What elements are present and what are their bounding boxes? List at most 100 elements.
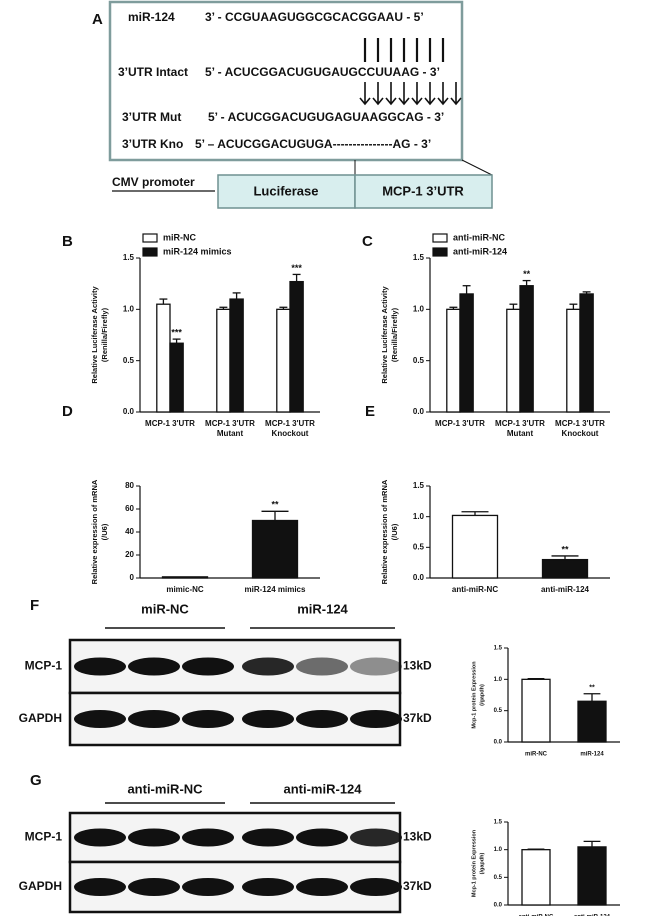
mutation-arrows [359, 82, 462, 106]
panel-label: F [30, 597, 39, 614]
band [182, 828, 234, 847]
x-tick-label: Mutant [507, 429, 534, 438]
y-axis-label: (/U6) [100, 523, 109, 540]
size-label: 13kD [403, 659, 432, 673]
row-label: MCP-1 [25, 659, 63, 673]
y-tick-label: 0.0 [413, 407, 425, 416]
band [350, 878, 402, 896]
size-label: 37kD [403, 879, 432, 893]
band [182, 878, 234, 896]
y-axis-label: (/gapdh) [479, 852, 485, 874]
x-tick-label: MCP-1 3'UTR [145, 419, 195, 428]
promoter-label: CMV promoter [112, 175, 195, 189]
y-tick-label: 80 [125, 481, 134, 490]
group-label: miR-NC [141, 601, 189, 616]
y-tick-label: 1.0 [123, 304, 135, 313]
sequence: 5’ - ACUCGGACUGUGAGUAAGGCAG - 3’ [208, 110, 444, 124]
y-axis-label: (Renilla/Firefly) [100, 307, 109, 362]
y-tick-label: 0.5 [494, 875, 503, 881]
y-tick-label: 0.0 [123, 407, 135, 416]
y-tick-label: 1.0 [413, 512, 425, 521]
legend-swatch [142, 233, 158, 243]
panel-label: E [365, 403, 375, 420]
y-tick-label: 1.0 [494, 677, 503, 683]
x-tick-label: miR-124 mimics [245, 585, 306, 594]
y-axis-label: (Renilla/Firefly) [390, 307, 399, 362]
x-tick-label: anti-miR-NC [519, 915, 554, 916]
y-tick-label: 0.0 [494, 740, 503, 746]
band [74, 657, 126, 676]
y-tick-label: 0.5 [494, 708, 503, 714]
y-tick-label: 1.5 [494, 820, 503, 826]
y-axis-label: Mcp-1 protein Expression [471, 661, 477, 729]
bar [156, 303, 171, 413]
bar [541, 558, 589, 579]
band [74, 828, 126, 847]
box-label: MCP-1 3’UTR [382, 183, 464, 198]
y-axis-label: (/U6) [390, 523, 399, 540]
x-tick-label: anti-miR-124 [541, 585, 590, 594]
sequence: 5’ - ACUCGGACUGUGAUGCCUUAAG - 3’ [205, 65, 440, 79]
y-axis-label: (/gapdh) [479, 684, 485, 706]
y-tick-label: 1.5 [413, 253, 425, 262]
y-tick-label: 0.0 [494, 903, 503, 909]
y-tick-label: 0.5 [123, 356, 135, 365]
bar [566, 308, 581, 413]
significance: *** [291, 263, 302, 273]
x-tick-label: miR-124 [580, 752, 604, 758]
bar [451, 514, 499, 579]
y-tick-label: 1.0 [413, 304, 425, 313]
bar [519, 285, 534, 413]
band [296, 710, 348, 728]
band [350, 828, 402, 847]
y-tick-label: 1.5 [494, 646, 503, 652]
bar [521, 678, 551, 743]
x-tick-label: MCP-1 3'UTR [435, 419, 485, 428]
x-tick-label: MCP-1 3'UTR [555, 419, 605, 428]
bar [577, 846, 607, 906]
panel-label: A [92, 11, 103, 28]
y-tick-label: 1.5 [123, 253, 135, 262]
panel-label: D [62, 403, 73, 420]
legend-label: anti-miR-NC [453, 232, 505, 242]
bar [169, 342, 184, 413]
band [242, 710, 294, 728]
size-label: 13kD [403, 830, 432, 844]
x-tick-label: MCP-1 3'UTR [495, 419, 545, 428]
band [182, 657, 234, 676]
y-axis-label: Relative expression of mRNA [90, 479, 99, 584]
band [296, 878, 348, 896]
x-tick-label: miR-NC [525, 752, 548, 758]
band [242, 657, 294, 676]
bar [459, 293, 474, 413]
sequence: 5’ – ACUCGGACUGUGA---------------AG - 3’ [195, 137, 431, 151]
x-tick-label: Mutant [217, 429, 244, 438]
y-axis-label: Mcp-1 protein Expression [471, 829, 477, 897]
row-label: 3’UTR Intact [118, 65, 188, 79]
y-axis-label: Relative expression of mRNA [380, 479, 389, 584]
row-label: GAPDH [19, 711, 62, 725]
y-tick-label: 1.0 [494, 847, 503, 853]
significance: *** [171, 327, 182, 337]
x-tick-label: MCP-1 3'UTR [205, 419, 255, 428]
significance: ** [589, 685, 595, 692]
row-label: GAPDH [19, 879, 62, 893]
legend-label: miR-NC [163, 232, 196, 242]
bar [579, 293, 594, 413]
band [296, 657, 348, 676]
y-tick-label: 20 [125, 550, 134, 559]
x-tick-label: Knockout [272, 429, 309, 438]
y-tick-label: 60 [125, 504, 134, 513]
connector [461, 159, 493, 176]
y-tick-label: 0.5 [413, 542, 425, 551]
bar [216, 308, 231, 413]
bar [289, 280, 304, 413]
band [128, 710, 180, 728]
significance: ** [271, 500, 279, 510]
x-tick-label: Knockout [562, 429, 599, 438]
panel-label: B [62, 233, 73, 250]
legend-swatch [142, 247, 158, 257]
y-axis-label: Relative Luciferase Activity [380, 286, 389, 384]
group-label: anti-miR-124 [283, 781, 362, 796]
group-label: miR-124 [297, 601, 348, 616]
